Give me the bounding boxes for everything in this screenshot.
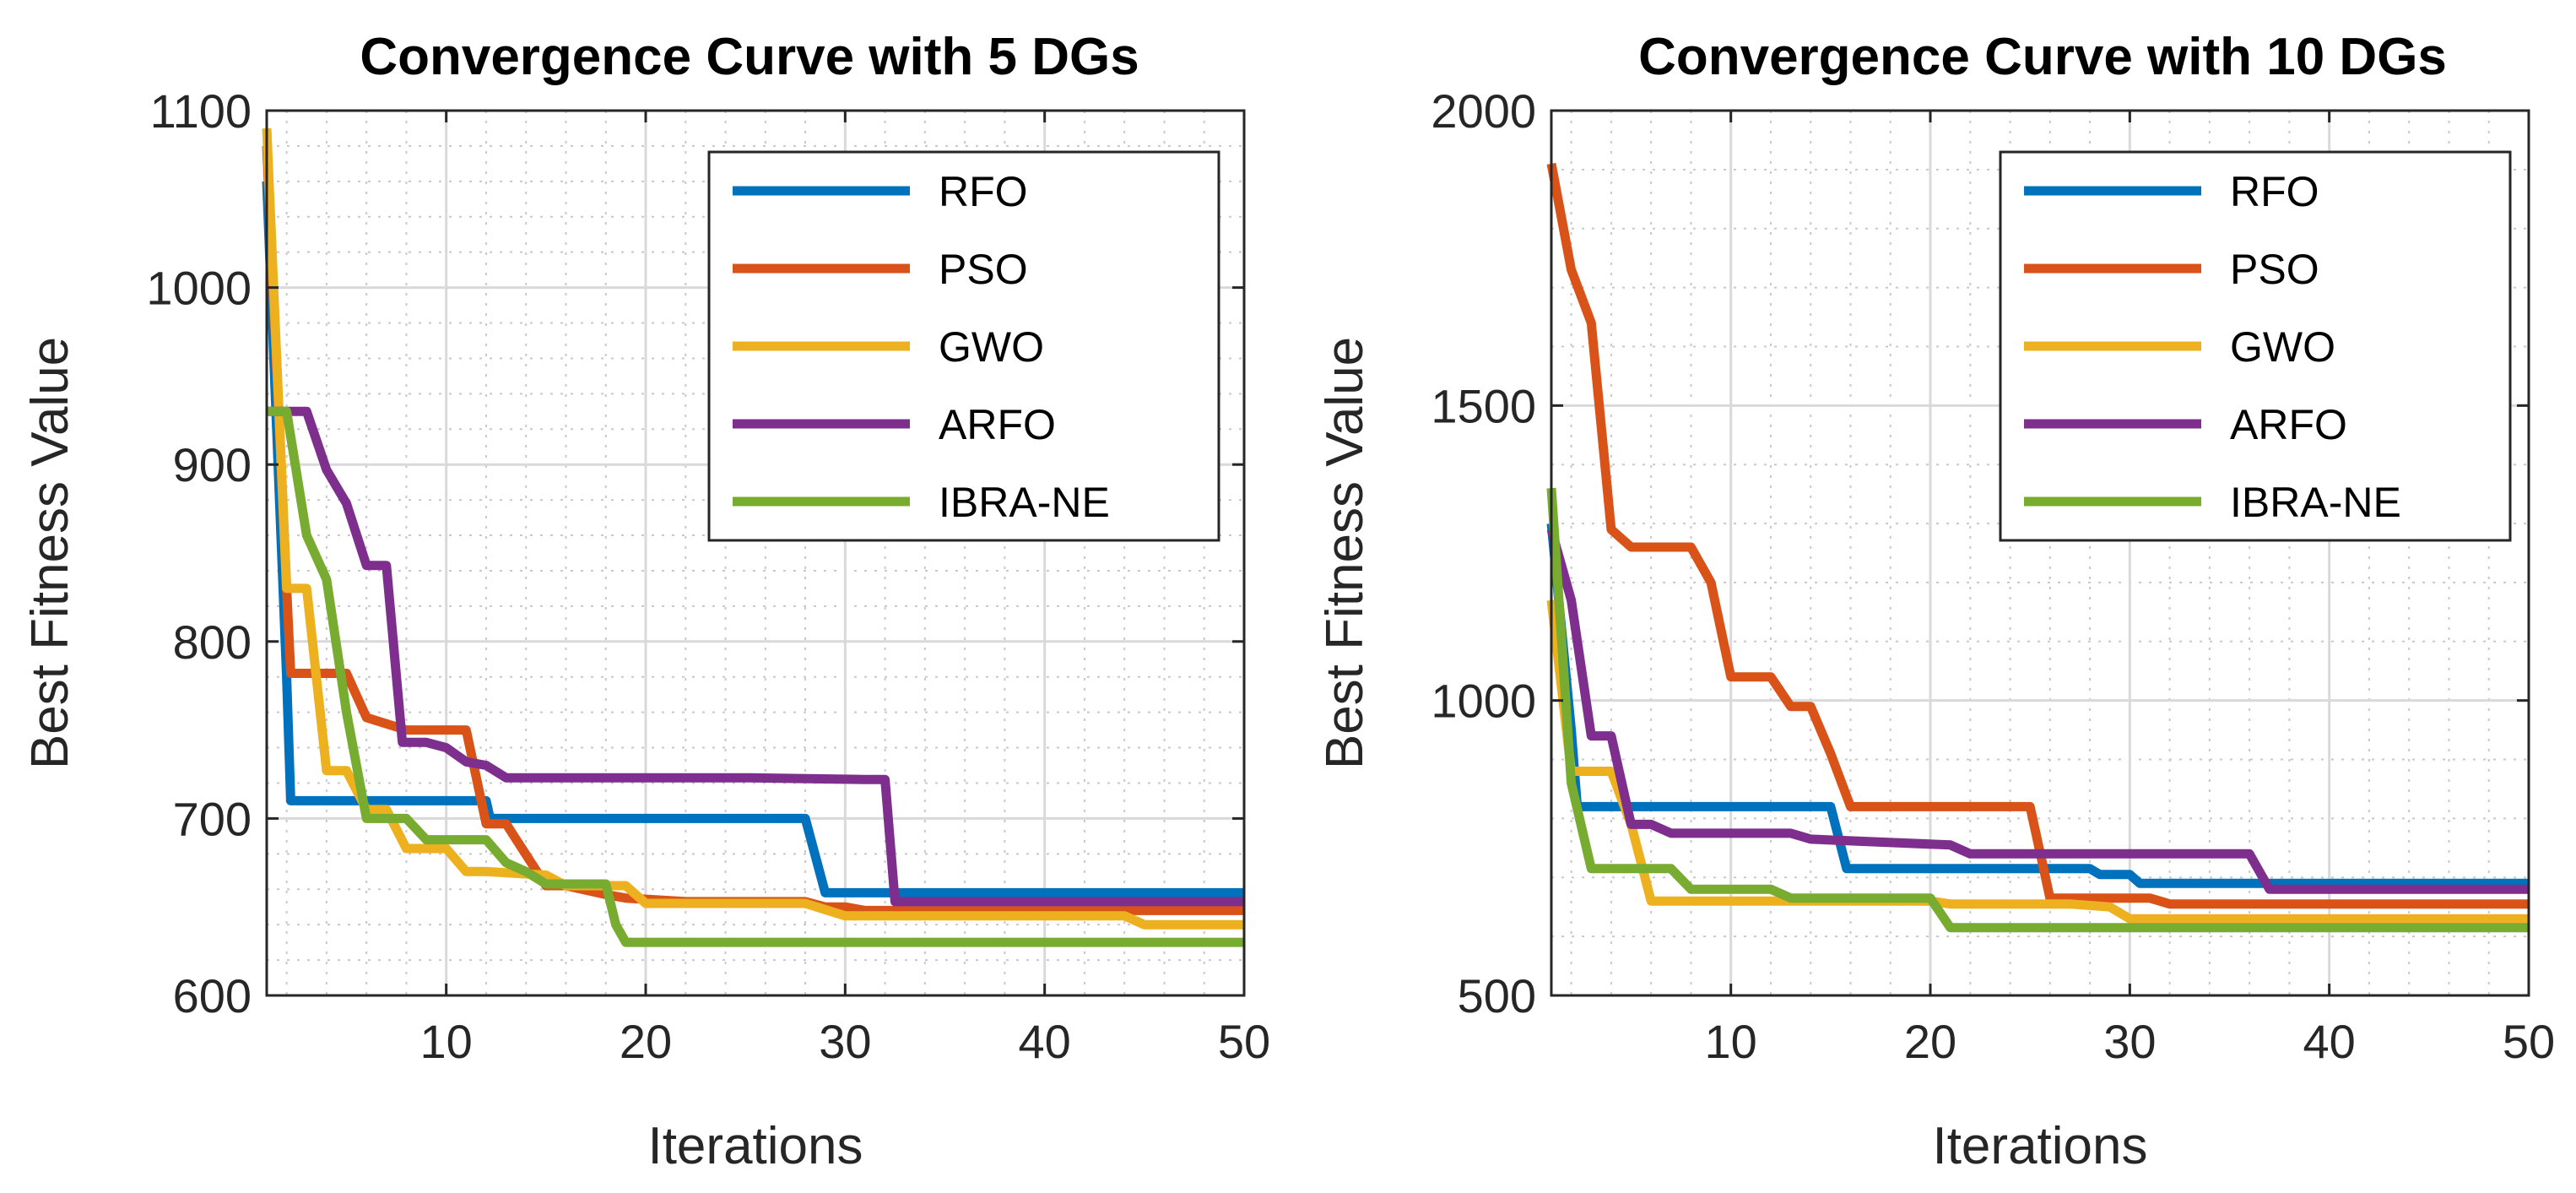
- y-tick-label: 1000: [1431, 675, 1536, 728]
- legend: RFO PSO GWO ARFO IBRA-NE: [1999, 150, 2512, 542]
- y-tick-label: 2000: [1431, 84, 1536, 138]
- legend-item-pso: PSO: [733, 246, 1028, 293]
- x-tick-label: 10: [1705, 1015, 1757, 1068]
- x-axis-label: Iterations: [647, 1117, 863, 1175]
- legend-label: IBRA-NE: [939, 479, 1110, 526]
- x-tick-label: 30: [2103, 1015, 2156, 1068]
- legend-label: GWO: [939, 323, 1044, 371]
- series-line-arfo: [267, 406, 1244, 907]
- legend-label: IBRA-NE: [2230, 479, 2401, 526]
- panel-5-dgs: Convergence Curve with 5 DGs 10 20 30 40 50 6…: [21, 28, 1270, 1175]
- series-line-ibra-ne: [267, 406, 1244, 947]
- x-tick-label: 20: [1904, 1015, 1956, 1068]
- legend-label: PSO: [939, 246, 1028, 293]
- x-tick-label: 30: [819, 1015, 871, 1068]
- y-tick-label: 800: [173, 615, 252, 669]
- legend-label: RFO: [939, 168, 1028, 215]
- legend-label: ARFO: [2230, 401, 2347, 448]
- y-axis-label: Best Fitness Value: [21, 337, 79, 769]
- x-tick-label: 50: [1218, 1015, 1270, 1068]
- legend-item-gwo: GWO: [733, 323, 1044, 371]
- legend-item-ibra-ne: IBRA-NE: [733, 479, 1110, 526]
- x-tick-label: 20: [620, 1015, 672, 1068]
- legend-label: PSO: [2230, 246, 2319, 293]
- legend-item-arfo: ARFO: [733, 401, 1056, 448]
- chart-title: Convergence Curve with 5 DGs: [360, 28, 1139, 86]
- x-tick-label: 50: [2503, 1015, 2555, 1068]
- legend-label: ARFO: [939, 401, 1056, 448]
- legend: RFO PSO GWO ARFO IBRA-NE: [707, 150, 1220, 542]
- legend-label: GWO: [2230, 323, 2335, 371]
- y-tick-label: 600: [173, 969, 252, 1022]
- legend-label: RFO: [2230, 168, 2319, 215]
- axes-box: [265, 109, 1246, 997]
- series-line-arfo: [1546, 528, 2529, 894]
- y-tick-label: 700: [173, 792, 252, 845]
- panel-10-dgs: Convergence Curve with 10 DGs 10 20 30 40 50…: [1316, 28, 2555, 1175]
- axes-box: [1550, 109, 2530, 997]
- legend-item-rfo: RFO: [733, 168, 1028, 215]
- y-axis-label: Best Fitness Value: [1316, 337, 1374, 769]
- series-line-pso: [1546, 162, 2529, 909]
- y-tick-label: 1000: [146, 262, 252, 315]
- y-tick-label: 1100: [150, 84, 252, 138]
- x-axis-label: Iterations: [1932, 1117, 2147, 1175]
- series-line-gwo: [262, 127, 1244, 930]
- y-tick-label: 900: [173, 438, 252, 491]
- x-tick-label: 10: [420, 1015, 473, 1068]
- series-line-ibra-ne: [1546, 487, 2529, 933]
- chart-title: Convergence Curve with 10 DGs: [1638, 28, 2447, 86]
- y-tick-label: 500: [1458, 969, 1536, 1022]
- legend-item-gwo: GWO: [2024, 323, 2335, 371]
- legend-item-arfo: ARFO: [2024, 401, 2347, 448]
- legend-item-rfo: RFO: [2024, 168, 2319, 215]
- legend-item-pso: PSO: [2024, 246, 2319, 293]
- legend-item-ibra-ne: IBRA-NE: [2024, 479, 2401, 526]
- x-tick-label: 40: [2303, 1015, 2356, 1068]
- x-tick-label: 40: [1019, 1015, 1071, 1068]
- series-line-rfo: [262, 181, 1244, 897]
- y-tick-label: 1500: [1431, 379, 1536, 432]
